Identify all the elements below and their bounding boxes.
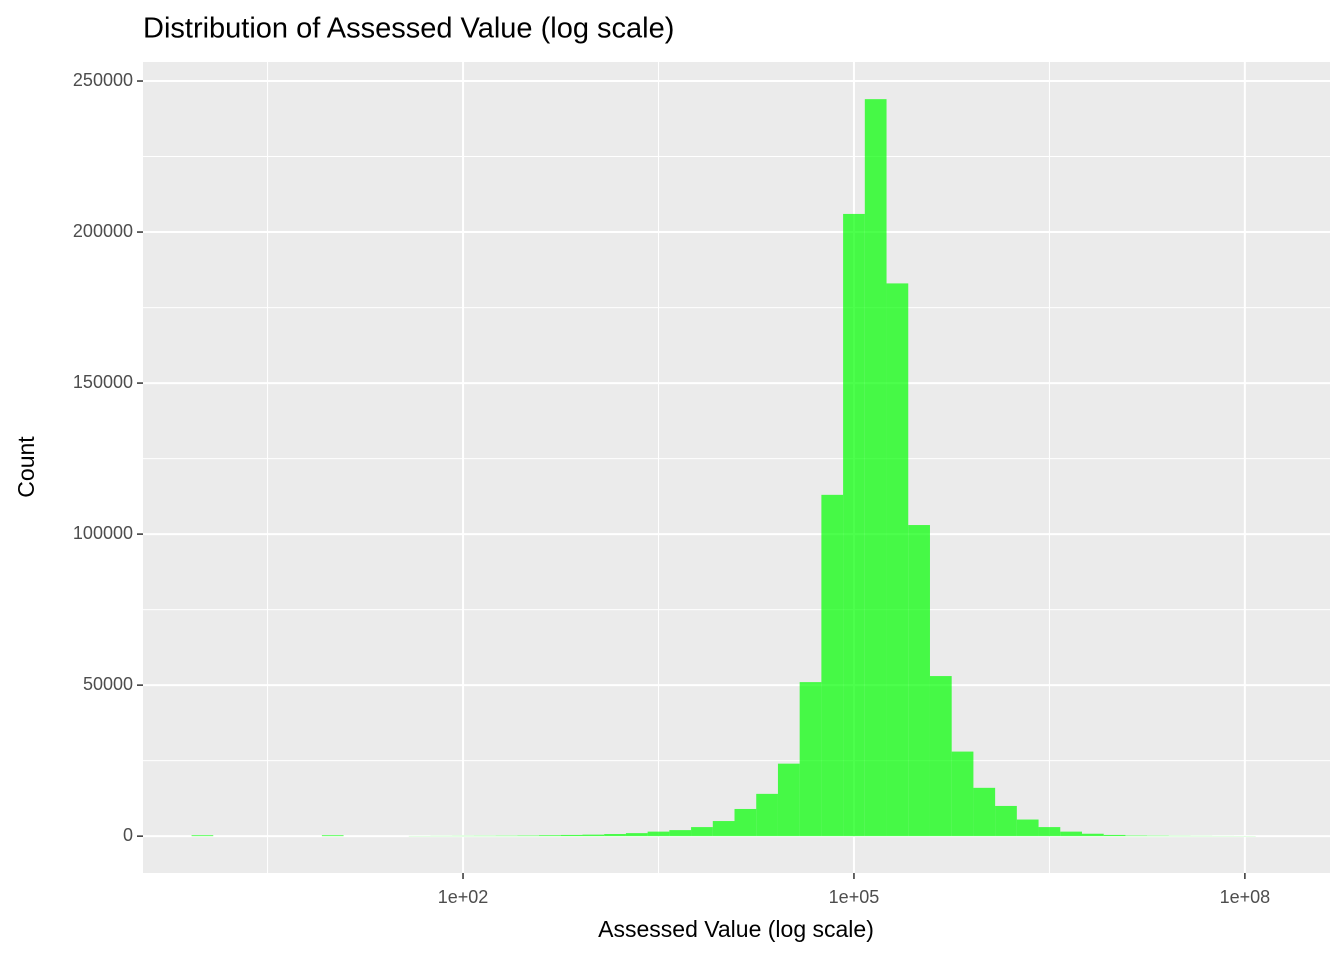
bar — [625, 833, 648, 837]
bar — [908, 525, 930, 837]
bar — [321, 835, 344, 837]
chart-title: Distribution of Assessed Value (log scal… — [143, 13, 674, 45]
bar — [1125, 835, 1148, 837]
bar — [973, 787, 996, 837]
x-axis-label: Assessed Value (log scale) — [598, 916, 874, 942]
bar — [647, 831, 670, 837]
y-tick-label: 50000 — [83, 674, 133, 694]
bar — [1103, 834, 1126, 837]
y-axis-label: Count — [13, 436, 39, 498]
bar — [756, 793, 778, 837]
bar — [995, 805, 1017, 837]
x-tick-label: 1e+02 — [438, 887, 489, 907]
bar — [929, 676, 952, 837]
bar — [951, 751, 974, 837]
x-tick-label: 1e+05 — [829, 887, 880, 907]
bar — [191, 835, 214, 837]
bar — [734, 808, 757, 837]
bars — [191, 99, 1256, 837]
bar — [1081, 833, 1104, 837]
bar — [864, 99, 887, 837]
bar — [843, 213, 865, 837]
y-tick-label: 200000 — [73, 221, 133, 241]
bar — [712, 821, 735, 837]
bar — [886, 283, 909, 837]
bar — [777, 763, 800, 837]
bar — [582, 834, 605, 837]
bar — [691, 827, 713, 837]
bar — [539, 835, 561, 837]
y-tick-label: 100000 — [73, 523, 133, 543]
bar — [799, 682, 822, 837]
y-tick-label: 250000 — [73, 70, 133, 90]
y-tick-label: 0 — [123, 825, 133, 845]
bar — [560, 834, 583, 837]
x-tick-label: 1e+08 — [1220, 887, 1271, 907]
bar — [1016, 819, 1039, 837]
bar — [1060, 831, 1082, 837]
y-tick-label: 150000 — [73, 372, 133, 392]
bar — [669, 830, 692, 837]
bar — [821, 494, 844, 837]
bar — [1038, 827, 1061, 837]
bar — [517, 835, 540, 837]
panel — [143, 62, 1330, 873]
bar — [604, 834, 626, 837]
